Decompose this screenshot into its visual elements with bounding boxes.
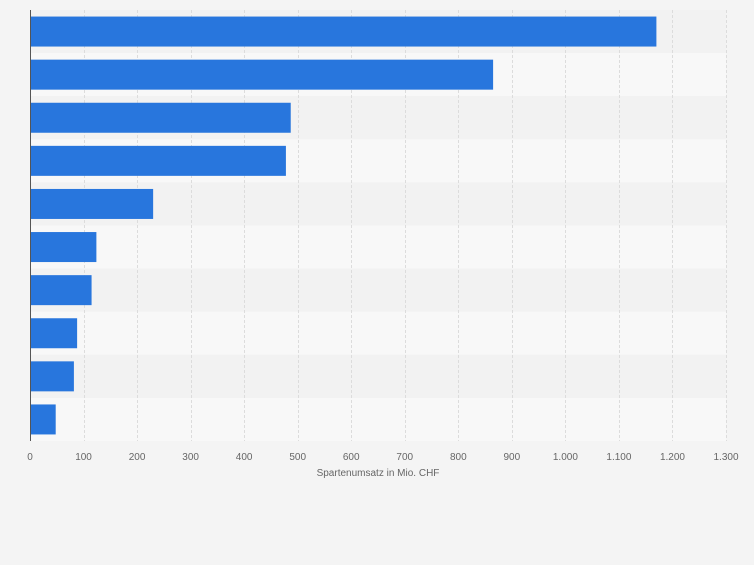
x-tick-label: 1.200 — [660, 452, 685, 463]
x-tick-label: 0 — [27, 452, 33, 463]
x-tick-label: 500 — [289, 452, 306, 463]
x-tick-label: 600 — [343, 452, 360, 463]
x-tick-label: 900 — [504, 452, 521, 463]
row-band — [30, 397, 726, 441]
bar — [30, 275, 92, 306]
row-band — [30, 268, 726, 312]
bar — [30, 188, 154, 219]
x-tick-label: 700 — [396, 452, 413, 463]
bar — [30, 102, 291, 133]
bar — [30, 145, 286, 176]
bar — [30, 232, 97, 263]
x-tick-label: 1.100 — [606, 452, 631, 463]
x-tick-label: 300 — [182, 452, 199, 463]
bar — [30, 404, 56, 435]
row-band — [30, 311, 726, 355]
bar — [30, 16, 657, 47]
bar — [30, 361, 74, 392]
row-band — [30, 225, 726, 269]
x-tick-label: 1.300 — [713, 452, 738, 463]
x-tick-label: 100 — [75, 452, 92, 463]
bar — [30, 318, 78, 349]
x-tick-label: 800 — [450, 452, 467, 463]
bars — [30, 16, 657, 435]
bar — [30, 59, 494, 90]
x-tick-labels: 0 100 200 300 400 500 600 700 800 900 1.000 1.100 1.… — [27, 452, 739, 463]
row-band — [30, 354, 726, 398]
x-tick-label: 200 — [129, 452, 146, 463]
x-axis-label: Spartenumsatz in Mio. CHF — [317, 468, 440, 479]
x-tick-label: 400 — [236, 452, 253, 463]
x-tick-label: 1.000 — [553, 452, 578, 463]
